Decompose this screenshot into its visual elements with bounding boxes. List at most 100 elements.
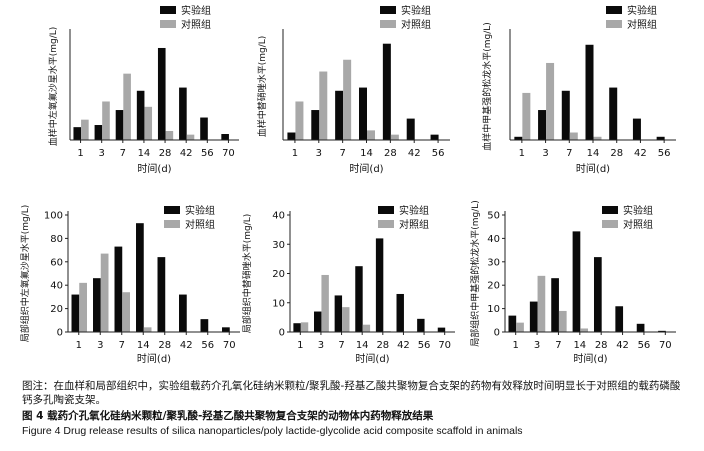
y-axis-title: 局部组织中左氧氟沙星水平(mg/L) — [19, 205, 31, 343]
bar-experimental — [359, 87, 367, 140]
bar-control — [186, 134, 195, 140]
y-tick-label: 10 — [487, 304, 500, 315]
legend-label: 对照组 — [185, 218, 215, 231]
x-axis-title: 时间(d) — [137, 352, 171, 365]
x-tick-label: 3 — [99, 148, 105, 159]
figure-note: 图注：在血样和局部组织中，实验组载药介孔氧化硅纳米颗粒/聚乳酸-羟基乙酸共聚物复… — [22, 380, 681, 406]
bar-experimental — [593, 257, 602, 332]
bar-experimental — [71, 294, 80, 332]
x-tick-label: 56 — [432, 148, 445, 159]
bar-experimental — [538, 110, 547, 140]
x-tick-label: 56 — [201, 340, 214, 351]
x-tick-label: 14 — [573, 340, 586, 351]
bar-experimental — [93, 278, 101, 332]
x-tick-label: 7 — [566, 148, 572, 159]
legend-swatch — [606, 6, 622, 14]
bar-control — [81, 119, 89, 140]
y-tick-label: 0 — [279, 328, 285, 339]
bar-control — [362, 324, 371, 332]
bar-experimental — [396, 293, 404, 332]
x-axis-title: 时间(d) — [349, 162, 383, 175]
x-tick-label: 7 — [119, 340, 125, 351]
legend-swatch — [380, 20, 396, 28]
bar-experimental — [136, 90, 145, 140]
bar-experimental — [636, 323, 645, 332]
bar-control — [546, 62, 555, 140]
x-axis-title: 时间(d) — [573, 352, 607, 365]
legend-label: 对照组 — [399, 218, 429, 231]
bar-experimental — [157, 257, 166, 332]
x-tick-label: 28 — [159, 148, 172, 159]
legend-label: 对照组 — [181, 18, 211, 31]
bar-experimental — [115, 110, 124, 140]
bar-experimental — [437, 327, 446, 332]
x-tick-label: 14 — [587, 148, 600, 159]
x-tick-label: 56 — [201, 148, 214, 159]
bar-experimental — [585, 44, 594, 140]
bar-control — [165, 131, 174, 140]
legend-swatch — [606, 20, 622, 28]
x-axis-title: 时间(d) — [355, 352, 389, 365]
bar-control — [122, 292, 130, 332]
bar-experimental — [572, 231, 581, 332]
y-axis-title: 血样中甲基强的松龙水平(mg/L) — [481, 22, 493, 151]
x-tick-label: 28 — [595, 340, 608, 351]
bar-experimental — [136, 223, 144, 332]
x-tick-label: 14 — [356, 340, 369, 351]
bar-control — [522, 92, 531, 140]
bar-control — [569, 132, 578, 140]
x-tick-label: 1 — [297, 340, 303, 351]
legend-label: 实验组 — [181, 4, 211, 17]
figure-title-en: Figure 4 Drug release results of silica … — [22, 425, 523, 437]
bar-control — [558, 310, 567, 332]
x-tick-label: 1 — [292, 148, 298, 159]
bar-control — [143, 327, 152, 332]
bar-experimental — [355, 266, 363, 332]
x-tick-label: 42 — [408, 148, 421, 159]
bar-control — [321, 274, 329, 332]
y-axis-title: 血样中替硝唑水平(mg/L) — [256, 36, 268, 138]
legend-swatch — [160, 6, 176, 14]
legend-swatch — [160, 20, 176, 28]
bar-control — [295, 101, 304, 140]
x-tick-label: 14 — [138, 148, 151, 159]
bar-control — [100, 253, 109, 332]
bar-control — [79, 282, 87, 332]
bar-control — [367, 130, 375, 140]
bar-control — [516, 322, 524, 332]
bar-experimental — [529, 301, 538, 332]
legend-swatch — [602, 206, 618, 214]
chart-panel: 0 20 40 60 80 100 1 3 7 14 28 42 56 70 时间(d) 局部组织中左氧氟沙星… — [19, 204, 240, 365]
legend-swatch — [164, 206, 180, 214]
x-tick-label: 7 — [555, 340, 561, 351]
bar-control — [144, 106, 153, 140]
y-tick-label: 40 — [50, 281, 63, 292]
bar-experimental — [200, 117, 208, 140]
x-tick-label: 42 — [180, 340, 193, 351]
bar-control — [102, 101, 110, 140]
x-tick-label: 14 — [137, 340, 150, 351]
bar-experimental — [335, 90, 344, 140]
legend-label: 对照组 — [401, 18, 431, 31]
x-tick-label: 70 — [438, 340, 451, 351]
legend-swatch — [164, 220, 180, 228]
x-tick-label: 42 — [397, 340, 410, 351]
x-tick-label: 7 — [339, 148, 345, 159]
legend-label: 对照组 — [623, 218, 653, 231]
x-tick-label: 1 — [76, 340, 82, 351]
x-tick-label: 70 — [223, 340, 236, 351]
bar-experimental — [200, 319, 209, 332]
bar-control — [343, 59, 352, 140]
bar-experimental — [382, 43, 391, 141]
y-tick-label: 40 — [487, 234, 500, 245]
bar-experimental — [314, 311, 322, 332]
y-tick-label: 20 — [272, 269, 285, 280]
legend-label: 实验组 — [399, 204, 429, 217]
y-tick-label: 30 — [487, 257, 500, 268]
bar-experimental — [179, 87, 187, 140]
y-tick-label: 80 — [50, 234, 63, 245]
legend-swatch — [378, 220, 394, 228]
